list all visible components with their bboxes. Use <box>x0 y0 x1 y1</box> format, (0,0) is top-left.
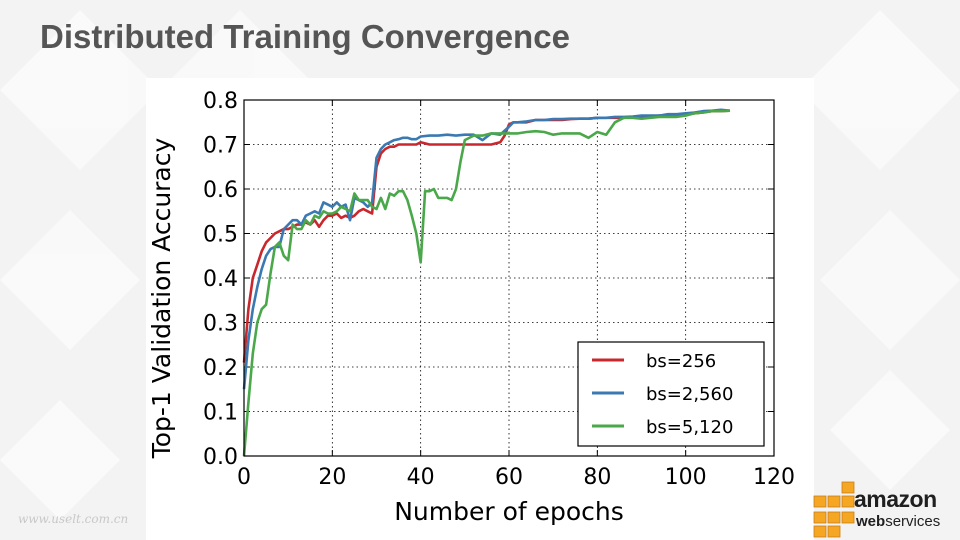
legend-label: bs=2,560 <box>646 384 733 405</box>
aws-cube <box>813 495 827 508</box>
series-line-0 <box>242 109 730 363</box>
y-tick-label: 0.4 <box>203 267 238 292</box>
chart-panel: 0.0 0.1 0.2 0.3 0.4 0.5 0.6 0.7 0.8 0 20 40 60 80 100… <box>146 78 814 540</box>
y-tick-label: 0.8 <box>203 89 238 114</box>
aws-logo-sub-bold: web <box>856 513 886 530</box>
aws-cube <box>813 525 827 538</box>
x-tick-label: 60 <box>495 465 523 490</box>
x-tick-label: 80 <box>583 465 611 490</box>
aws-cube <box>827 495 841 508</box>
plot-frame <box>243 99 775 457</box>
series-lines <box>242 108 730 457</box>
aws-cube <box>841 511 855 524</box>
y-tick-label: 0.7 <box>203 134 238 159</box>
aws-cube <box>841 481 855 494</box>
aws-cube <box>827 525 841 538</box>
y-tick-label: 0.5 <box>203 223 238 248</box>
legend: bs=256 bs=2,560 bs=5,120 <box>577 341 765 447</box>
slide-title: Distributed Training Convergence <box>40 18 570 55</box>
series-line-1 <box>242 108 730 390</box>
legend-label: bs=256 <box>646 351 716 372</box>
y-tick-label: 0.0 <box>203 445 238 470</box>
series-line-2 <box>242 109 730 457</box>
x-tick-label: 20 <box>318 465 346 490</box>
aws-logo-word: amazon <box>854 486 937 512</box>
x-tick-labels: 0 20 40 60 80 100 120 <box>237 465 795 490</box>
x-tick-label: 120 <box>753 465 795 490</box>
x-tick-label: 0 <box>237 465 251 490</box>
aws-logo-sub: webservices <box>856 513 940 530</box>
watermark: www.uselt.com.cn <box>18 512 129 526</box>
y-axis-label: Top-1 Validation Accuracy <box>147 137 176 459</box>
y-tick-label: 0.6 <box>203 178 238 203</box>
y-tick-label: 0.1 <box>203 401 238 426</box>
x-tick-label: 40 <box>407 465 435 490</box>
aws-cube <box>841 495 855 508</box>
aws-cube <box>813 511 827 524</box>
line-chart: 0.0 0.1 0.2 0.3 0.4 0.5 0.6 0.7 0.8 0 20 40 60 80 100… <box>147 89 795 526</box>
y-tick-label: 0.2 <box>203 356 238 381</box>
y-tick-label: 0.3 <box>203 312 238 337</box>
aws-cube <box>827 511 841 524</box>
y-tick-labels: 0.0 0.1 0.2 0.3 0.4 0.5 0.6 0.7 0.8 <box>203 89 238 470</box>
legend-label: bs=5,120 <box>646 417 733 438</box>
x-tick-label: 100 <box>665 465 707 490</box>
x-axis-label: Number of epochs <box>394 497 624 526</box>
aws-logo-sub-rest: services <box>885 513 941 530</box>
aws-cubes-icon <box>813 481 855 538</box>
